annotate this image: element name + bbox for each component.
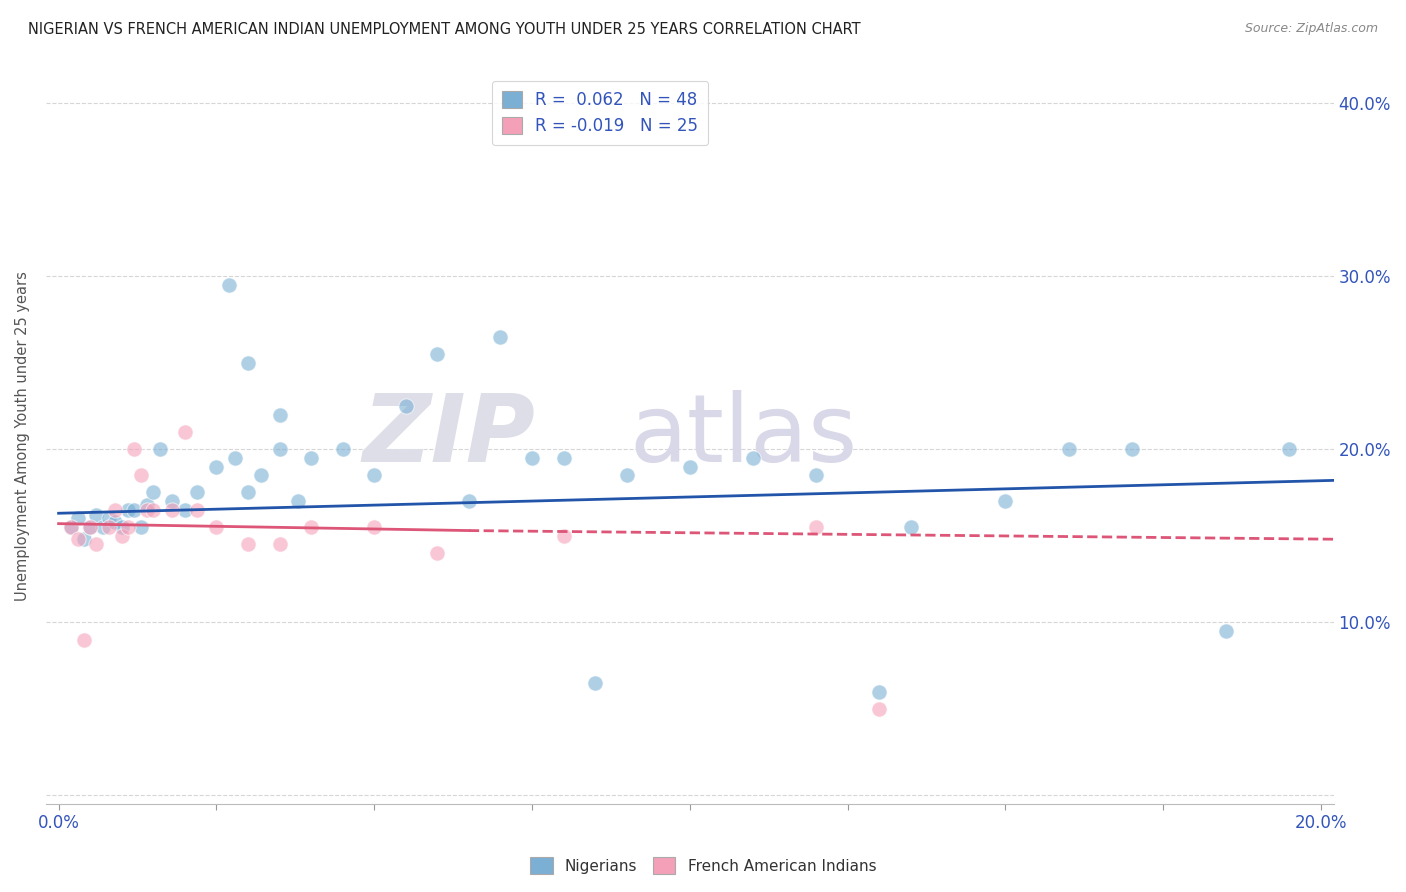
Point xyxy=(1057,442,1080,457)
Point xyxy=(186,503,208,517)
Point xyxy=(395,399,418,413)
Point xyxy=(1215,624,1237,638)
Point xyxy=(553,450,575,465)
Point xyxy=(104,503,127,517)
Point xyxy=(218,277,240,292)
Point xyxy=(489,330,512,344)
Point xyxy=(520,450,543,465)
Point xyxy=(136,503,159,517)
Point xyxy=(205,520,228,534)
Point xyxy=(299,450,322,465)
Point xyxy=(124,442,146,457)
Point xyxy=(149,442,172,457)
Point xyxy=(129,468,152,483)
Point xyxy=(160,494,183,508)
Point xyxy=(868,684,890,698)
Point xyxy=(679,459,702,474)
Point xyxy=(111,529,134,543)
Y-axis label: Unemployment Among Youth under 25 years: Unemployment Among Youth under 25 years xyxy=(15,271,30,601)
Text: NIGERIAN VS FRENCH AMERICAN INDIAN UNEMPLOYMENT AMONG YOUTH UNDER 25 YEARS CORRE: NIGERIAN VS FRENCH AMERICAN INDIAN UNEMP… xyxy=(28,22,860,37)
Point xyxy=(66,533,89,547)
Point xyxy=(98,520,121,534)
Point xyxy=(868,702,890,716)
Point xyxy=(269,442,291,457)
Point xyxy=(117,503,139,517)
Legend: R =  0.062   N = 48, R = -0.019   N = 25: R = 0.062 N = 48, R = -0.019 N = 25 xyxy=(492,80,709,145)
Point xyxy=(426,347,449,361)
Point xyxy=(804,520,827,534)
Point xyxy=(363,468,385,483)
Point xyxy=(269,408,291,422)
Point xyxy=(269,537,291,551)
Point xyxy=(583,676,606,690)
Point xyxy=(73,632,96,647)
Point xyxy=(332,442,354,457)
Point xyxy=(142,503,165,517)
Point xyxy=(86,537,108,551)
Point xyxy=(173,503,195,517)
Point xyxy=(804,468,827,483)
Point xyxy=(79,520,101,534)
Point xyxy=(160,503,183,517)
Point xyxy=(73,533,96,547)
Point xyxy=(124,503,146,517)
Point xyxy=(79,520,101,534)
Point xyxy=(236,537,259,551)
Point xyxy=(142,485,165,500)
Point xyxy=(60,520,83,534)
Point xyxy=(173,425,195,439)
Point xyxy=(1121,442,1143,457)
Point xyxy=(117,520,139,534)
Point xyxy=(1278,442,1301,457)
Point xyxy=(616,468,638,483)
Point xyxy=(236,356,259,370)
Point xyxy=(457,494,479,508)
Point xyxy=(91,520,114,534)
Point xyxy=(426,546,449,560)
Point xyxy=(129,520,152,534)
Point xyxy=(236,485,259,500)
Text: ZIP: ZIP xyxy=(363,391,536,483)
Point xyxy=(86,508,108,522)
Point xyxy=(553,529,575,543)
Point xyxy=(111,520,134,534)
Point xyxy=(104,515,127,529)
Point xyxy=(363,520,385,534)
Point xyxy=(249,468,271,483)
Point xyxy=(299,520,322,534)
Legend: Nigerians, French American Indians: Nigerians, French American Indians xyxy=(523,851,883,880)
Point xyxy=(994,494,1017,508)
Text: Source: ZipAtlas.com: Source: ZipAtlas.com xyxy=(1244,22,1378,36)
Point xyxy=(742,450,765,465)
Point xyxy=(186,485,208,500)
Point xyxy=(136,498,159,512)
Point xyxy=(60,520,83,534)
Point xyxy=(900,520,922,534)
Point xyxy=(224,450,246,465)
Text: atlas: atlas xyxy=(628,391,858,483)
Point xyxy=(287,494,309,508)
Point xyxy=(66,511,89,525)
Point xyxy=(98,511,121,525)
Point xyxy=(205,459,228,474)
